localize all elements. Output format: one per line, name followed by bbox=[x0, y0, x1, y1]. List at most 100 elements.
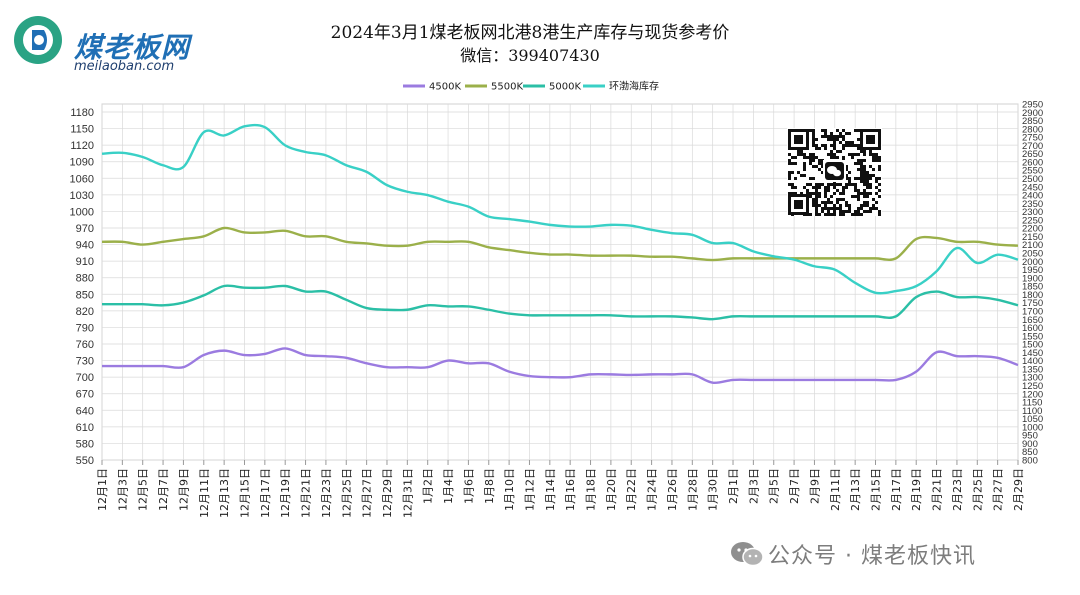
y-right-tick-label: 1000 bbox=[1022, 422, 1043, 433]
legend-label: 5500K bbox=[491, 82, 523, 93]
x-tick-label: 12月13日 bbox=[218, 468, 231, 518]
x-tick-label: 2月17日 bbox=[890, 468, 903, 511]
y-left-tick-label: 1180 bbox=[70, 107, 94, 119]
x-tick-label: 1月12日 bbox=[523, 468, 536, 511]
legend-label: 环渤海库存 bbox=[609, 80, 659, 93]
y-right-tick-label: 2300 bbox=[1022, 207, 1043, 218]
x-tick-label: 1月2日 bbox=[422, 468, 435, 504]
x-tick-label: 1月18日 bbox=[585, 468, 598, 511]
x-tick-label: 1月26日 bbox=[666, 468, 679, 511]
y-right-tick-label: 1350 bbox=[1022, 364, 1043, 375]
y-right-tick-label: 2950 bbox=[1022, 100, 1043, 111]
x-tick-label: 12月3日 bbox=[116, 468, 129, 511]
wechat-icon bbox=[731, 542, 764, 567]
y-left-tick-label: 1000 bbox=[70, 206, 94, 218]
y-right-tick-label: 1850 bbox=[1022, 282, 1043, 293]
y-right-tick-label: 2150 bbox=[1022, 232, 1043, 243]
x-tick-label: 2月15日 bbox=[870, 468, 883, 511]
y-right-tick-label: 1650 bbox=[1022, 315, 1043, 326]
x-tick-label: 12月5日 bbox=[137, 468, 150, 511]
x-tick-label: 1月28日 bbox=[686, 468, 699, 511]
y-left-tick-label: 640 bbox=[76, 405, 94, 417]
y-right-tick-label: 800 bbox=[1022, 456, 1038, 467]
x-tick-label: 2月27日 bbox=[992, 468, 1005, 511]
series-line-5000k bbox=[102, 284, 1019, 321]
y-right-tick-label: 2650 bbox=[1022, 149, 1043, 160]
y-left-tick-label: 1150 bbox=[70, 124, 94, 136]
brand-logo: 煤老板网 meilaoban.com bbox=[10, 12, 225, 74]
y-left-tick-label: 790 bbox=[76, 322, 94, 334]
y-left-tick-label: 550 bbox=[76, 455, 94, 467]
x-tick-label: 2月3日 bbox=[747, 468, 760, 504]
series-line-5500k bbox=[101, 226, 1019, 262]
y-right-tick-label: 2850 bbox=[1022, 116, 1043, 127]
watermark-text: 公众号 · 煤老板快讯 bbox=[768, 544, 976, 569]
x-tick-label: 12月17日 bbox=[259, 468, 272, 518]
y-right-tick-label: 900 bbox=[1022, 439, 1038, 450]
y-right-tick-label: 2400 bbox=[1022, 191, 1043, 202]
y-right-tick-label: 1400 bbox=[1022, 356, 1043, 367]
x-tick-label: 12月25日 bbox=[340, 468, 353, 518]
x-tick-label: 12月19日 bbox=[279, 468, 292, 518]
legend-label: 4500K bbox=[429, 82, 461, 93]
y-left-tick-label: 1060 bbox=[70, 173, 94, 185]
x-tick-label: 12月9日 bbox=[177, 468, 190, 511]
y-left-tick-label: 700 bbox=[76, 372, 94, 384]
x-tick-label: 2月25日 bbox=[971, 468, 984, 511]
y-right-tick-label: 1300 bbox=[1022, 373, 1043, 384]
x-tick-label: 1月6日 bbox=[462, 468, 475, 504]
y-left-tick-label: 580 bbox=[76, 438, 94, 450]
y-right-tick-label: 1600 bbox=[1022, 323, 1043, 334]
y-right-tick-label: 2700 bbox=[1022, 141, 1043, 152]
y-right-tick-label: 2050 bbox=[1022, 249, 1043, 260]
x-tick-label: 1月14日 bbox=[544, 468, 557, 511]
y-right-tick-label: 1500 bbox=[1022, 340, 1043, 351]
x-tick-label: 2月5日 bbox=[768, 468, 781, 504]
x-tick-label: 12月27日 bbox=[361, 468, 374, 518]
x-tick-label: 2月7日 bbox=[788, 468, 801, 504]
y-right-tick-label: 950 bbox=[1022, 431, 1038, 442]
logo-site-text: meilaoban.com bbox=[74, 59, 175, 74]
y-right-tick-label: 1100 bbox=[1022, 406, 1042, 417]
y-right-tick-label: 2250 bbox=[1022, 215, 1043, 226]
y-right-tick-label: 2900 bbox=[1022, 108, 1043, 119]
y-left-tick-label: 1120 bbox=[70, 140, 94, 152]
y-right-tick-label: 2100 bbox=[1022, 240, 1043, 251]
x-tick-label: 12月21日 bbox=[300, 468, 313, 518]
y-right-tick-label: 1750 bbox=[1022, 298, 1043, 309]
x-tick-label: 2月9日 bbox=[808, 468, 821, 504]
y-left-tick-label: 610 bbox=[76, 422, 94, 434]
y-right-tick-label: 1550 bbox=[1022, 331, 1043, 342]
y-left-tick-label: 940 bbox=[76, 240, 94, 252]
x-tick-label: 12月7日 bbox=[157, 468, 170, 511]
x-tick-label: 1月10日 bbox=[503, 468, 516, 511]
x-tick-label: 2月23日 bbox=[951, 468, 964, 511]
x-tick-label: 2月11日 bbox=[829, 468, 842, 511]
y-right-tick-label: 1150 bbox=[1022, 398, 1042, 409]
y-left-tick-label: 760 bbox=[76, 339, 94, 351]
x-tick-label: 2月21日 bbox=[931, 468, 944, 511]
y-right-tick-label: 1250 bbox=[1022, 381, 1043, 392]
x-tick-label: 2月19日 bbox=[910, 468, 923, 511]
y-left-tick-label: 1090 bbox=[70, 157, 94, 169]
y-left-tick-label: 730 bbox=[76, 356, 94, 368]
x-tick-label: 12月15日 bbox=[238, 468, 251, 518]
x-tick-label: 1月24日 bbox=[646, 468, 659, 511]
y-right-tick-label: 2000 bbox=[1022, 257, 1043, 268]
series-line-inventory bbox=[101, 123, 1019, 295]
y-right-tick-label: 850 bbox=[1022, 447, 1038, 458]
y-left-tick-label: 910 bbox=[76, 256, 94, 268]
x-tick-label: 2月29日 bbox=[1012, 468, 1025, 511]
x-tick-label: 12月31日 bbox=[401, 468, 414, 518]
x-tick-label: 1月8日 bbox=[483, 468, 496, 504]
x-tick-label: 1月22日 bbox=[625, 468, 638, 511]
y-right-tick-label: 1700 bbox=[1022, 306, 1043, 317]
x-tick-label: 1月20日 bbox=[605, 468, 618, 511]
y-left-tick-label: 1030 bbox=[70, 190, 94, 202]
x-tick-label: 12月23日 bbox=[320, 468, 333, 518]
y-right-tick-label: 2800 bbox=[1022, 124, 1043, 135]
qr-code-icon bbox=[787, 128, 882, 216]
chart-subtitle: 微信：399407430 bbox=[460, 46, 600, 65]
y-right-tick-label: 2450 bbox=[1022, 182, 1043, 193]
